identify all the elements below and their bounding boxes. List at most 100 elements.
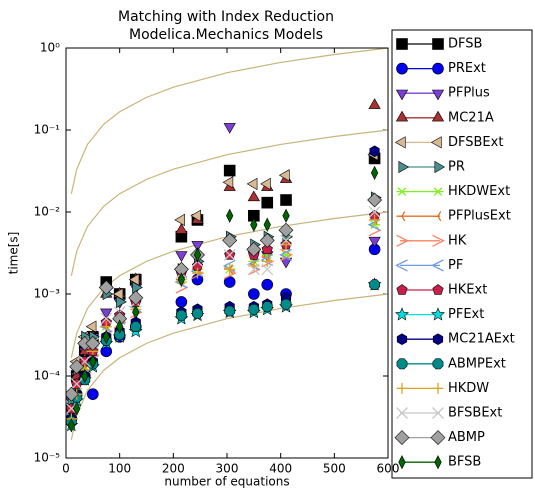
marker xyxy=(432,407,444,419)
x-tick-label: 100 xyxy=(108,462,131,476)
marker xyxy=(70,377,83,390)
plot-frame xyxy=(65,47,389,459)
marker xyxy=(223,123,236,134)
marker xyxy=(432,358,444,370)
marker xyxy=(85,320,97,333)
marker xyxy=(81,368,89,384)
marker xyxy=(432,234,445,247)
marker xyxy=(77,335,93,351)
marker xyxy=(224,263,236,275)
marker xyxy=(369,279,381,291)
legend-label: ABMP xyxy=(448,430,485,445)
marker xyxy=(432,62,444,75)
marker xyxy=(174,213,185,227)
chart-title: Matching with Index Reduction xyxy=(118,9,334,25)
marker xyxy=(430,136,442,149)
marker xyxy=(430,430,446,446)
marker xyxy=(432,211,442,222)
legend-label: BFSBExt xyxy=(448,406,502,421)
marker xyxy=(222,176,234,189)
legend-label: HKDWExt xyxy=(448,184,510,199)
marker xyxy=(368,206,381,218)
marker xyxy=(434,160,446,174)
x-axis-label: number of equations xyxy=(164,475,289,489)
marker xyxy=(87,388,99,400)
marker xyxy=(432,38,444,50)
marker xyxy=(370,165,379,181)
marker xyxy=(176,309,187,321)
marker xyxy=(128,290,144,306)
marker xyxy=(396,284,408,295)
marker xyxy=(247,190,261,202)
marker xyxy=(175,251,188,263)
marker xyxy=(278,222,294,238)
x-tick-label: 0 xyxy=(62,462,70,476)
marker xyxy=(261,196,274,209)
marker xyxy=(248,288,260,300)
legend-label: PFPlusExt xyxy=(448,209,511,224)
marker xyxy=(278,169,290,182)
marker xyxy=(100,308,113,320)
marker xyxy=(247,263,260,276)
marker xyxy=(116,319,124,334)
marker xyxy=(395,259,408,272)
x-tick-label: 600 xyxy=(377,462,400,476)
marker xyxy=(396,211,406,222)
chart-subtitle: Modelica.Mechanics Models xyxy=(129,27,323,43)
marker xyxy=(398,455,406,470)
marker xyxy=(261,263,274,276)
marker xyxy=(260,177,271,191)
marker xyxy=(261,255,273,267)
marker xyxy=(432,187,444,196)
guide-line xyxy=(70,129,388,276)
legend-label: MC21AExt xyxy=(448,332,515,347)
y-tick-label: 10⁻⁵ xyxy=(34,451,61,465)
marker xyxy=(395,110,409,122)
legend-label: PFExt xyxy=(448,307,484,322)
marker xyxy=(114,329,125,341)
marker xyxy=(432,382,444,394)
marker xyxy=(396,38,408,50)
marker xyxy=(226,208,234,223)
marker xyxy=(280,194,292,206)
marker xyxy=(280,298,292,310)
marker xyxy=(67,418,76,433)
legend-label: DFSB xyxy=(448,37,482,52)
legend-label: PFPlus xyxy=(448,86,490,101)
y-tick-label: 10⁻¹ xyxy=(34,123,61,137)
legend-label: HK xyxy=(448,233,467,248)
marker xyxy=(279,248,292,261)
legend-label: PRExt xyxy=(448,61,486,76)
y-tick-label: 10⁻² xyxy=(34,205,61,219)
marker xyxy=(128,273,140,286)
marker xyxy=(69,359,85,375)
marker xyxy=(223,164,236,177)
marker xyxy=(396,333,408,346)
marker xyxy=(89,354,97,369)
marker xyxy=(98,280,114,295)
marker xyxy=(192,307,203,319)
legend-label: PF xyxy=(448,258,463,273)
marker xyxy=(261,301,273,313)
marker xyxy=(112,287,124,301)
marker xyxy=(369,214,381,226)
guide-line xyxy=(70,293,388,440)
marker xyxy=(102,329,110,345)
marker xyxy=(396,358,408,370)
guide-line xyxy=(70,48,388,194)
marker xyxy=(396,407,408,419)
marker xyxy=(248,303,260,315)
legend-label: ABMPExt xyxy=(448,356,506,371)
x-tick-label: 500 xyxy=(323,462,346,476)
marker xyxy=(259,232,275,248)
marker xyxy=(173,261,189,277)
y-tick-label: 10⁻⁴ xyxy=(34,369,61,383)
marker xyxy=(280,250,292,260)
y-tick-label: 10⁻³ xyxy=(34,287,61,301)
marker xyxy=(246,177,258,191)
marker xyxy=(66,386,79,402)
x-tick-label: 300 xyxy=(216,462,239,476)
marker xyxy=(431,259,444,272)
legend-label: HKExt xyxy=(448,283,487,298)
